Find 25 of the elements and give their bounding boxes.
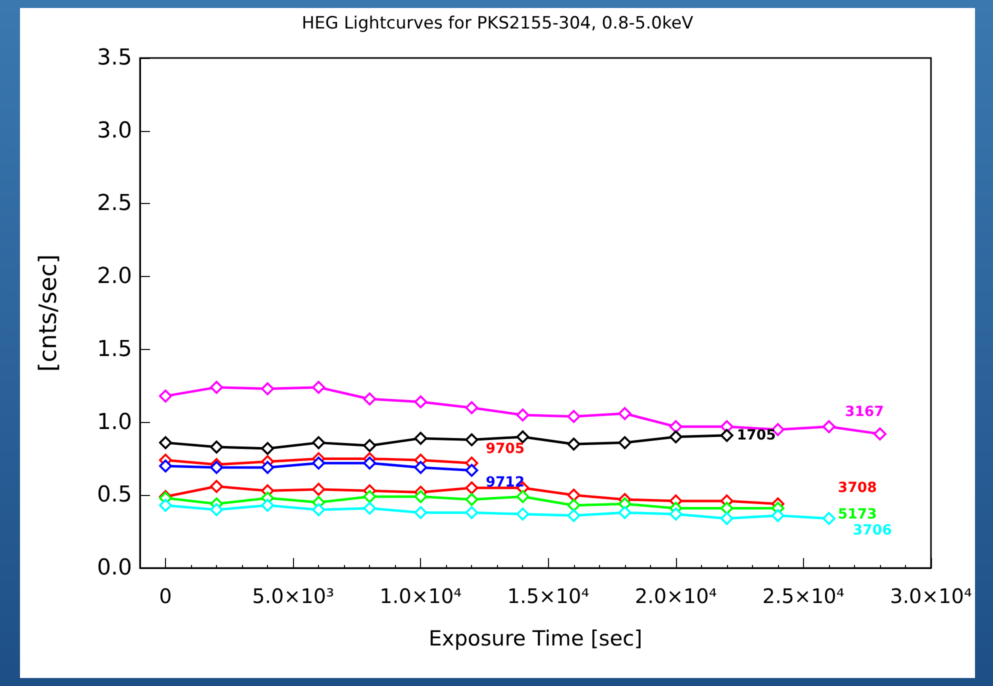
y-tick-label: 1.5: [97, 336, 132, 362]
y-tick-label: 2.5: [97, 191, 132, 216]
y-tick-label: 1.0: [97, 410, 132, 435]
y-tick-label: 0.5: [97, 482, 132, 508]
series-label: 9705: [486, 441, 525, 458]
y-axis-title: [cnts/sec]: [34, 254, 62, 372]
y-tick-label: 2.0: [97, 264, 132, 290]
x-tick-label: 2.5×10⁴: [762, 584, 844, 608]
text: 5173: [838, 506, 877, 522]
y-tick-label: 3.0: [97, 118, 132, 144]
x-tick-label: 1.0×10⁴: [380, 584, 462, 608]
x-tick-label: 3.0×10⁴: [890, 584, 972, 608]
x-tick-label: 1.5×10⁴: [507, 584, 590, 608]
y-tick-label: 0.0: [97, 556, 132, 580]
x-tick-label: 2.0×10⁴: [634, 584, 717, 608]
series-label: 9712: [486, 474, 525, 490]
text: 3708: [838, 480, 877, 496]
x-tick-label: 5.0×10³: [252, 584, 334, 608]
series-label: 3167: [844, 404, 884, 420]
x-tick-label: 0: [159, 584, 172, 608]
series-label: 1705: [736, 427, 776, 444]
chart-title: HEG Lightcurves for PKS2155-304, 0.8-5.0keV: [302, 14, 694, 34]
series-label: 3706: [852, 522, 892, 538]
x-axis-title: Exposure Time [sec]: [428, 626, 642, 650]
y-tick-label: 3.5: [97, 46, 132, 70]
